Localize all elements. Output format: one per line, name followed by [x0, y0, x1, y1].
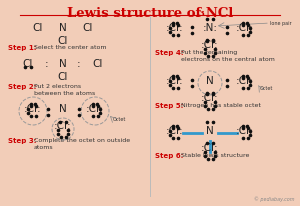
Text: Octet: Octet	[260, 85, 273, 90]
Text: Put the remaining: Put the remaining	[181, 50, 237, 55]
Text: Cl: Cl	[83, 23, 93, 33]
Text: :Cl:: :Cl:	[24, 104, 42, 114]
Text: :Cl:: :Cl:	[201, 40, 219, 50]
Text: Select the center atom: Select the center atom	[34, 45, 106, 50]
Text: Cl: Cl	[58, 36, 68, 46]
Text: Complete the octet on outside: Complete the octet on outside	[34, 138, 130, 143]
Text: :Cl:: :Cl:	[86, 104, 104, 114]
Text: © pediabay.com: © pediabay.com	[254, 196, 295, 202]
Text: :: :	[45, 59, 49, 69]
Text: :Cl:: :Cl:	[236, 76, 254, 86]
Text: atoms: atoms	[34, 145, 54, 150]
Text: N: N	[206, 126, 214, 136]
Text: Step 6:: Step 6:	[155, 153, 183, 159]
Text: Cl: Cl	[93, 59, 103, 69]
Text: Cl: Cl	[33, 23, 43, 33]
Text: :Cl:: :Cl:	[166, 126, 184, 136]
Text: Step 4:: Step 4:	[155, 50, 184, 56]
Text: :Cl:: :Cl:	[201, 93, 219, 103]
Text: Nitrogen has stable octet: Nitrogen has stable octet	[181, 103, 261, 108]
Text: :: :	[77, 59, 81, 69]
Text: Put 2 electrons: Put 2 electrons	[34, 84, 81, 89]
Text: Cl: Cl	[23, 59, 33, 69]
Text: N: N	[206, 76, 214, 86]
Text: :Cl:: :Cl:	[166, 76, 184, 86]
Text: Step 1:: Step 1:	[8, 45, 37, 51]
Text: between the atoms: between the atoms	[34, 91, 95, 96]
Text: electrons on the central atom: electrons on the central atom	[181, 57, 275, 62]
Text: Step 5:: Step 5:	[155, 103, 183, 109]
Text: :N:: :N:	[202, 23, 217, 33]
Text: :Cl:: :Cl:	[236, 23, 254, 33]
Text: :Cl:: :Cl:	[166, 23, 184, 33]
Text: N: N	[59, 23, 67, 33]
Text: :Cl:: :Cl:	[54, 121, 72, 131]
Text: :Cl:: :Cl:	[201, 143, 219, 153]
Text: lone pair: lone pair	[270, 21, 292, 26]
Text: Octet: Octet	[113, 117, 126, 122]
Text: Step 3:: Step 3:	[8, 138, 37, 144]
Text: Lewis structure of NCl: Lewis structure of NCl	[67, 7, 233, 20]
Text: :Cl:: :Cl:	[236, 126, 254, 136]
Text: N: N	[59, 59, 67, 69]
Text: N: N	[59, 104, 67, 114]
Text: Cl: Cl	[58, 72, 68, 82]
Text: Stable lewis structure: Stable lewis structure	[181, 153, 249, 158]
Text: 3: 3	[198, 10, 204, 18]
Text: Step 2:: Step 2:	[8, 84, 36, 90]
